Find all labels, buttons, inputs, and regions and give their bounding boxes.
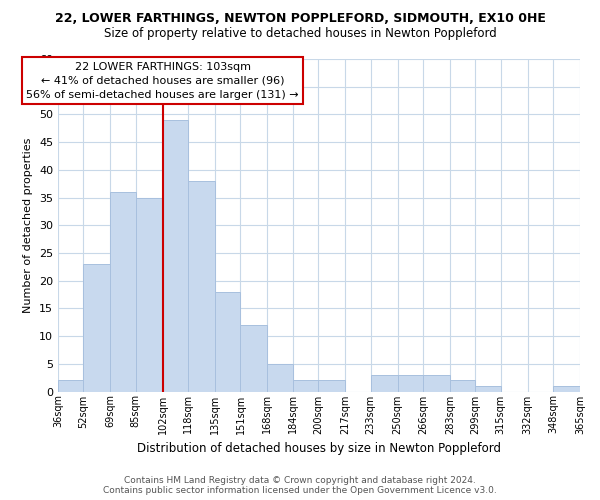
Bar <box>110 192 136 392</box>
Bar <box>136 198 163 392</box>
Bar <box>83 264 110 392</box>
Bar <box>215 292 241 392</box>
Text: 22 LOWER FARTHINGS: 103sqm
← 41% of detached houses are smaller (96)
56% of semi: 22 LOWER FARTHINGS: 103sqm ← 41% of deta… <box>26 62 299 100</box>
Text: 22, LOWER FARTHINGS, NEWTON POPPLEFORD, SIDMOUTH, EX10 0HE: 22, LOWER FARTHINGS, NEWTON POPPLEFORD, … <box>55 12 545 26</box>
Text: Size of property relative to detached houses in Newton Poppleford: Size of property relative to detached ho… <box>104 28 496 40</box>
Bar <box>58 380 83 392</box>
Bar <box>241 325 268 392</box>
Bar <box>188 181 215 392</box>
Bar <box>293 380 318 392</box>
Text: Contains HM Land Registry data © Crown copyright and database right 2024.
Contai: Contains HM Land Registry data © Crown c… <box>103 476 497 495</box>
Bar <box>371 375 398 392</box>
Bar <box>318 380 345 392</box>
Bar <box>450 380 475 392</box>
Bar <box>268 364 293 392</box>
Bar <box>475 386 500 392</box>
Y-axis label: Number of detached properties: Number of detached properties <box>23 138 34 313</box>
X-axis label: Distribution of detached houses by size in Newton Poppleford: Distribution of detached houses by size … <box>137 442 501 455</box>
Bar <box>553 386 580 392</box>
Bar <box>398 375 423 392</box>
Bar <box>163 120 188 392</box>
Bar <box>423 375 450 392</box>
